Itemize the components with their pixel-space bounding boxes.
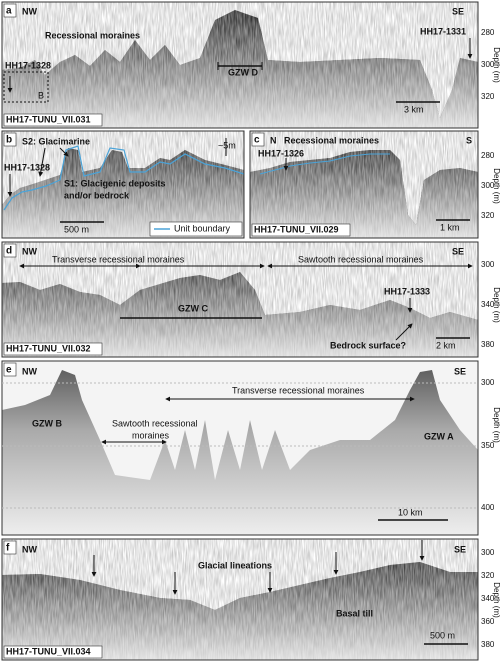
arrow bbox=[395, 323, 413, 341]
panel-letter: a bbox=[6, 6, 12, 17]
depth-tick: 340 bbox=[481, 300, 495, 309]
depth-tick: 340 bbox=[481, 594, 495, 603]
axis-title: Depth (m) bbox=[492, 168, 500, 204]
label: moraines bbox=[132, 430, 170, 440]
label: S1: Glacigenic deposits bbox=[64, 178, 166, 188]
panel-letter: c bbox=[254, 135, 260, 146]
label: ~5m bbox=[218, 140, 236, 150]
unit-boundary-line bbox=[3, 145, 245, 211]
direction: SE bbox=[452, 246, 464, 256]
inset-box bbox=[3, 71, 49, 103]
direction: NW bbox=[22, 366, 37, 376]
depth-tick: 280 bbox=[481, 151, 495, 160]
label: HH17-1328 bbox=[4, 162, 50, 172]
line-name: HH17-TUNU_VII.029 bbox=[254, 224, 339, 234]
depth-tick: 300 bbox=[481, 181, 495, 190]
panel-letter: e bbox=[6, 365, 12, 376]
depth-tick: 300 bbox=[481, 378, 495, 387]
label: Recessional moraines bbox=[284, 135, 379, 145]
depth-tick: 280 bbox=[481, 28, 495, 37]
label: Basal till bbox=[336, 608, 373, 618]
direction: SE bbox=[452, 6, 464, 16]
panel-letter: d bbox=[6, 246, 12, 257]
direction: SE bbox=[454, 366, 466, 376]
label: HH17-1333 bbox=[384, 286, 430, 296]
axis-title: Depth (m) bbox=[492, 47, 500, 83]
direction: S bbox=[466, 135, 472, 145]
depth-tick: 380 bbox=[481, 340, 495, 349]
label: HH17-1326 bbox=[258, 148, 304, 158]
depth-tick: 380 bbox=[481, 640, 495, 649]
scale-label: 10 km bbox=[398, 507, 423, 517]
direction: NW bbox=[22, 6, 37, 16]
depth-tick: 320 bbox=[481, 92, 495, 101]
label: Bedrock surface? bbox=[330, 340, 406, 350]
label: HH17-1331 bbox=[420, 26, 466, 36]
label: Transverse recessional moraines bbox=[232, 385, 365, 395]
depth-tick: 300 bbox=[481, 260, 495, 269]
label: HH17-1328 bbox=[5, 60, 51, 70]
label: and/or bedrock bbox=[64, 190, 130, 200]
depth-tick: 320 bbox=[481, 571, 495, 580]
label: GZW C bbox=[178, 303, 208, 313]
arrow bbox=[38, 147, 46, 177]
label: Recessional moraines bbox=[45, 30, 140, 40]
direction: NW bbox=[22, 544, 37, 554]
label: Transverse recessional moraines bbox=[52, 254, 185, 264]
line-name: HH17-TUNU_VII.032 bbox=[6, 343, 91, 353]
depth-tick: 300 bbox=[481, 60, 495, 69]
axis-title: Depth (m) bbox=[492, 407, 500, 443]
axis-title: Depth (m) bbox=[492, 582, 500, 618]
legend-label: Unit boundary bbox=[174, 223, 231, 233]
label: S2: Glacimarine bbox=[22, 136, 90, 146]
label: GZW A bbox=[424, 431, 454, 441]
scale-label: 500 m bbox=[430, 630, 455, 640]
label: GZW B bbox=[32, 418, 62, 428]
scale-label: 1 km bbox=[440, 222, 460, 232]
depth-tick: 320 bbox=[481, 211, 495, 220]
line-name: HH17-TUNU_VII.034 bbox=[6, 646, 91, 656]
panel-letter: f bbox=[6, 543, 10, 554]
label: Sawtooth recessional moraines bbox=[298, 254, 424, 264]
direction: SE bbox=[454, 544, 466, 554]
depth-tick: 300 bbox=[481, 548, 495, 557]
panel-letter: b bbox=[6, 135, 12, 146]
label: Sawtooth recessional bbox=[112, 418, 198, 428]
label: Glacial lineations bbox=[198, 560, 272, 570]
depth-tick: 360 bbox=[481, 617, 495, 626]
depth-tick: 400 bbox=[481, 503, 495, 512]
depth-tick: 350 bbox=[481, 441, 495, 450]
label: GZW D bbox=[228, 67, 258, 77]
scale-label: 500 m bbox=[64, 224, 89, 234]
line-name: HH17-TUNU_VII.031 bbox=[6, 114, 91, 124]
scale-label: 3 km bbox=[404, 104, 424, 114]
scale-label: 2 km bbox=[436, 340, 456, 350]
panel-frames bbox=[1, 1, 479, 661]
label: B bbox=[38, 90, 44, 100]
direction: N bbox=[270, 135, 277, 145]
axis-title: Depth (m) bbox=[492, 287, 500, 323]
unit-boundary-line bbox=[259, 153, 390, 175]
arrow bbox=[59, 147, 69, 157]
direction: NW bbox=[22, 246, 37, 256]
